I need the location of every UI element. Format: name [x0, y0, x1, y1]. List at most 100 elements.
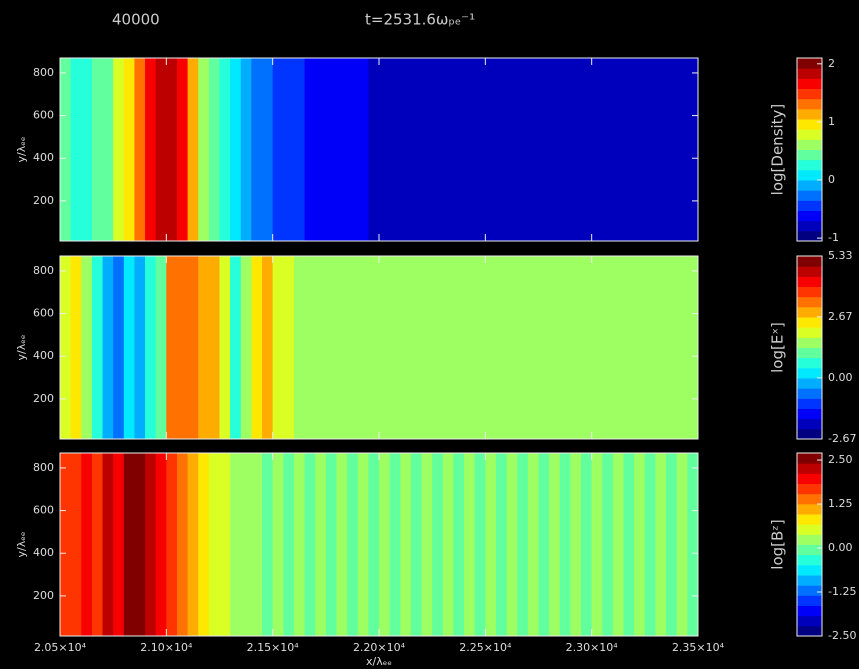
heatmap-cell — [485, 256, 497, 439]
heatmap-cell — [293, 453, 306, 636]
colorbar-step — [797, 428, 822, 440]
heatmap — [60, 256, 698, 439]
heatmap-cell — [251, 58, 263, 241]
heatmap-cell — [570, 453, 582, 636]
heatmap-cell — [272, 453, 284, 636]
colorbar-step — [797, 463, 822, 474]
heatmap-cell — [176, 453, 189, 636]
heatmap-cell — [602, 58, 614, 241]
heatmap-cell — [442, 453, 455, 636]
colorbar-tick-label: 2.50 — [828, 453, 853, 466]
colorbar-step — [797, 615, 822, 627]
heatmap-cell — [155, 453, 167, 636]
heatmap-cell — [538, 58, 550, 241]
heatmap-cell — [453, 58, 465, 241]
heatmap-cell — [70, 256, 82, 439]
heatmap-cell — [623, 58, 635, 241]
heatmap-cell — [357, 453, 369, 636]
y-tick-label: 200 — [33, 392, 54, 405]
heatmap-cell — [262, 453, 274, 636]
heatmap-cell — [687, 453, 698, 636]
heatmap-cell — [453, 453, 465, 636]
y-tick-label: 800 — [33, 461, 54, 474]
heatmap-cell — [495, 58, 508, 241]
y-tick-label: 400 — [33, 151, 54, 164]
heatmap-cell — [60, 256, 72, 439]
heatmap-cell — [485, 453, 497, 636]
colorbar-frame — [796, 255, 823, 440]
colorbar-step — [797, 276, 822, 287]
heatmap-cell — [81, 58, 93, 241]
x-tick-label: 2.10×10⁴ — [140, 641, 193, 654]
colorbar-step — [797, 585, 822, 596]
heatmap-cell — [549, 256, 561, 439]
heatmap-cell — [219, 256, 231, 439]
colorbar-step — [797, 220, 822, 232]
heatmap-cell — [389, 58, 401, 241]
heatmap-cell — [347, 256, 359, 439]
colorbar-step — [797, 337, 822, 348]
heatmap-cell — [666, 256, 678, 439]
heatmap-cell — [634, 58, 646, 241]
heatmap-cell — [379, 58, 391, 241]
heatmap-cell — [538, 453, 550, 636]
heatmap-cell — [432, 256, 444, 439]
colorbar-step — [797, 503, 822, 515]
colorbar-tick-label: -1 — [828, 231, 839, 244]
heatmap-cell — [581, 256, 593, 439]
heatmap-cell — [145, 58, 157, 241]
heatmap-cell — [219, 453, 231, 636]
y-tick-label: 800 — [33, 66, 54, 79]
heatmap-cell — [315, 58, 327, 241]
colorbar-step — [797, 129, 822, 140]
heatmap-cell — [336, 453, 348, 636]
heatmap-cell — [687, 256, 698, 439]
colorbar-step — [797, 78, 822, 89]
heatmap-cell — [347, 453, 359, 636]
colorbar-step — [797, 68, 822, 79]
y-tick-label: 800 — [33, 264, 54, 277]
heatmap-cell — [666, 453, 678, 636]
heatmap-cell — [102, 256, 114, 439]
heatmap-cell — [400, 256, 412, 439]
colorbar-step — [797, 88, 822, 100]
heatmap-cell — [357, 256, 369, 439]
heatmap-cell — [240, 256, 252, 439]
heatmap-cell — [81, 256, 93, 439]
x-tick-label: 2.25×10⁴ — [459, 641, 512, 654]
panel: 200 400 600 800 y/λₑₑ -2.67 0.00 2.67 5.33 log[Eˣ… — [15, 249, 856, 445]
colorbar-label: log[Eˣ] — [769, 322, 787, 373]
heatmap-cell — [570, 256, 582, 439]
colorbar-step — [797, 453, 822, 464]
heatmap-cell — [187, 58, 199, 241]
heatmap-cell — [293, 58, 306, 241]
colorbar-step — [797, 575, 822, 586]
colorbar-step — [797, 524, 822, 535]
colorbar-step — [797, 149, 822, 161]
colorbar-step — [797, 605, 822, 617]
colorbar-step — [797, 159, 822, 171]
heatmap-cell — [442, 58, 455, 241]
heatmap-cell — [113, 58, 125, 241]
heatmap-cell — [198, 453, 210, 636]
colorbar-step — [797, 200, 822, 211]
heatmap-cell — [102, 58, 114, 241]
colorbar-step — [797, 296, 822, 308]
colorbar-step — [797, 256, 822, 267]
colorbar-step — [797, 483, 822, 495]
y-axis-label: y/λₑₑ — [15, 137, 28, 163]
heatmap-cell — [60, 58, 72, 241]
heatmap-cell — [559, 58, 571, 241]
heatmap-cell — [176, 256, 189, 439]
heatmap-cell — [81, 453, 93, 636]
heatmap-cell — [379, 453, 391, 636]
colorbar-step — [797, 625, 822, 637]
heatmap-cell — [368, 58, 380, 241]
heatmap-cell — [70, 58, 82, 241]
heatmap-cell — [400, 58, 412, 241]
colorbar-step — [797, 388, 822, 399]
x-axis-label: x/λₑₑ — [366, 655, 392, 668]
heatmap-cell — [315, 256, 327, 439]
heatmap-cell — [410, 453, 423, 636]
heatmap-cell — [102, 453, 114, 636]
